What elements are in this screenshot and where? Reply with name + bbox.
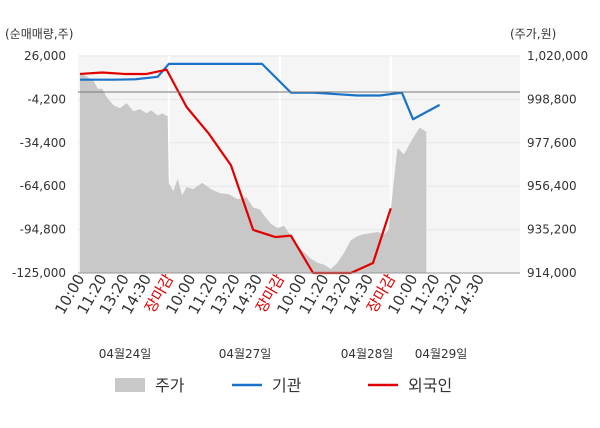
right-y-tick-label: 1,020,000 [527,49,588,63]
left-y-tick-label: -4,200 [27,92,66,106]
left-y-tick-label: -64,600 [20,179,66,193]
x-axis-ticks: 10:0011:2013:2014:30장마감10:0011:2013:2014… [51,271,488,318]
right-y-tick-label: 977,600 [527,136,577,150]
left-y-tick-label: -125,000 [12,266,66,280]
right-axis-unit: (주가,원) [510,27,556,41]
left-y-axis-ticks: 26,000 -4,200 -34,400 -64,600 -94,800 -125,00… [12,49,66,280]
left-y-tick-label: -34,400 [20,136,66,150]
legend-label: 주가 [155,376,185,395]
left-y-tick-label: -94,800 [20,223,66,237]
right-y-tick-label: 914,000 [527,266,577,280]
right-y-tick-label: 956,400 [527,179,577,193]
date-label: 04월29일 [415,347,468,361]
price-area [80,72,427,274]
right-y-axis-ticks: 1,020,000 998,800 977,600 956,400 935,200 914… [527,49,588,280]
date-label: 04월27일 [219,347,272,361]
left-axis-unit: (순매매량,주) [5,27,73,41]
date-label: 04월28일 [341,347,394,361]
left-y-tick-label: 26,000 [24,49,66,63]
legend-label: 외국인 [408,376,452,395]
date-labels: 04월24일 04월27일 04월28일 04월29일 [99,347,468,361]
right-y-tick-label: 935,200 [527,223,577,237]
legend-label: 기관 [272,376,302,395]
legend-swatch-price [115,378,145,392]
institution-line [80,62,441,121]
price-area-series [80,72,427,274]
right-y-tick-label: 998,800 [527,92,577,106]
date-label: 04월24일 [99,347,152,361]
legend: 주가 기관 외국인 [115,376,452,395]
